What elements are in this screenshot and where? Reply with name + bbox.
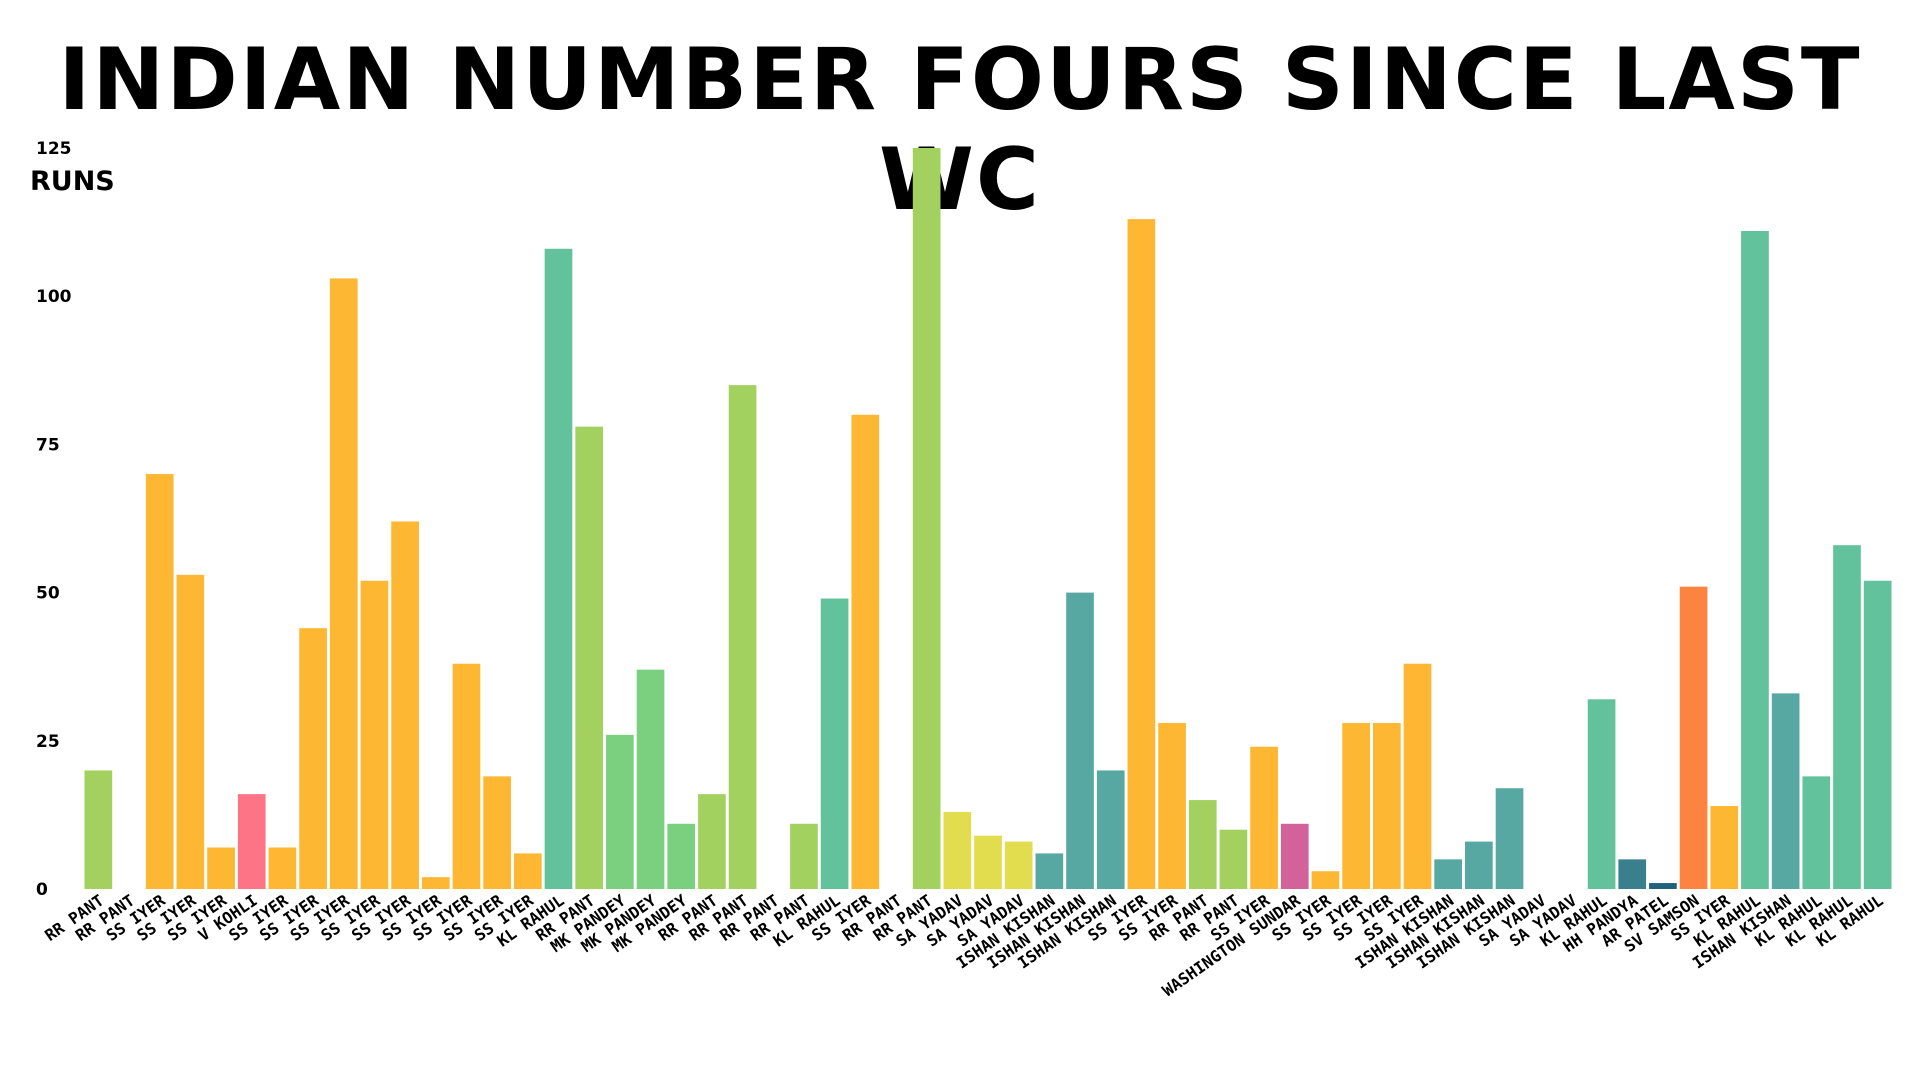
bar bbox=[1802, 776, 1831, 889]
bar bbox=[728, 385, 757, 889]
bar bbox=[544, 248, 573, 889]
bar bbox=[1219, 829, 1248, 889]
bar bbox=[974, 835, 1002, 889]
bar bbox=[84, 770, 113, 889]
bar bbox=[820, 598, 849, 889]
bar bbox=[237, 794, 266, 889]
y-tick-label: 50 bbox=[36, 584, 60, 604]
bar bbox=[606, 734, 634, 889]
bar bbox=[483, 776, 511, 889]
y-tick-label: 25 bbox=[36, 732, 60, 752]
bar bbox=[1311, 871, 1340, 889]
bar bbox=[1495, 788, 1524, 889]
bar bbox=[1679, 586, 1708, 889]
bar bbox=[575, 426, 604, 889]
bar bbox=[851, 414, 880, 889]
bar bbox=[1096, 770, 1125, 889]
bar bbox=[698, 794, 726, 889]
bar bbox=[1649, 883, 1677, 889]
y-tick-label: 0 bbox=[36, 880, 48, 900]
bar bbox=[1127, 219, 1156, 889]
bar bbox=[421, 877, 450, 889]
bar bbox=[1618, 859, 1647, 889]
bar bbox=[1372, 723, 1401, 889]
chart-title: INDIAN NUMBER FOURS SINCE LAST WC bbox=[58, 30, 1862, 230]
bars bbox=[84, 148, 1892, 890]
bar bbox=[912, 148, 941, 889]
bar bbox=[268, 847, 297, 889]
bar bbox=[1004, 841, 1033, 889]
bar bbox=[299, 628, 327, 889]
bar bbox=[1250, 746, 1278, 889]
bar bbox=[790, 823, 818, 889]
bar bbox=[452, 663, 481, 889]
bar bbox=[1587, 699, 1616, 889]
bar bbox=[1741, 230, 1769, 890]
y-tick-label: 125 bbox=[36, 139, 72, 159]
y-axis-ticks: 0 25 50 75 100 125 bbox=[36, 139, 72, 900]
bar bbox=[943, 811, 972, 889]
bar bbox=[1066, 592, 1094, 889]
bar bbox=[667, 823, 696, 889]
bar bbox=[1035, 853, 1064, 889]
bar bbox=[1863, 580, 1892, 889]
bar bbox=[176, 574, 205, 889]
bar bbox=[513, 853, 542, 889]
bar bbox=[1403, 663, 1432, 889]
bar bbox=[329, 278, 358, 889]
bar bbox=[145, 474, 174, 889]
bar bbox=[1833, 545, 1861, 889]
bar bbox=[1280, 823, 1309, 889]
y-axis-label: RUNS bbox=[30, 166, 115, 197]
bar bbox=[1710, 806, 1739, 889]
bar bbox=[1434, 859, 1463, 889]
y-tick-label: 100 bbox=[36, 287, 72, 307]
bar bbox=[1158, 723, 1186, 889]
bar bbox=[1342, 723, 1370, 889]
bar bbox=[1771, 693, 1800, 889]
bar bbox=[360, 580, 389, 889]
y-tick-label: 75 bbox=[36, 435, 60, 455]
bar bbox=[207, 847, 235, 889]
bar bbox=[636, 669, 665, 889]
bar bbox=[1465, 841, 1493, 889]
bar bbox=[1188, 800, 1217, 889]
bar bbox=[391, 521, 419, 889]
